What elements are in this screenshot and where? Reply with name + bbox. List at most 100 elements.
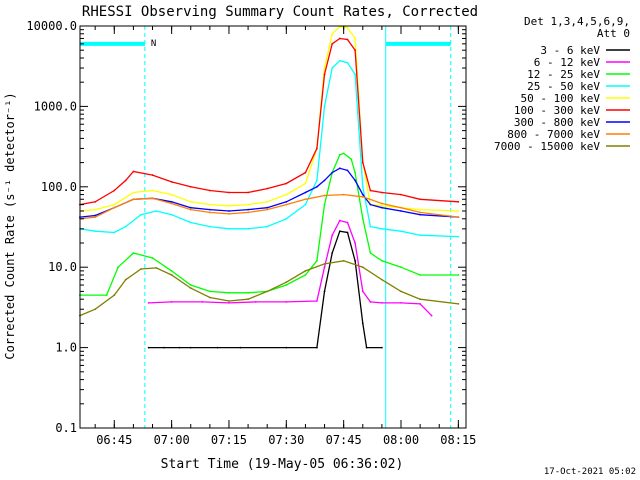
data-point-1-15	[400, 301, 402, 304]
data-point-1-1	[170, 301, 173, 303]
data-point-1-9	[338, 219, 341, 222]
data-point-5-23	[400, 193, 402, 196]
flag-marker-label: N	[151, 39, 156, 49]
data-point-8-10	[247, 298, 249, 301]
data-point-8-18	[400, 290, 402, 293]
data-point-2-13	[316, 259, 318, 262]
data-point-8-12	[285, 281, 288, 284]
data-point-1-2	[201, 301, 204, 303]
data-point-3-24	[419, 234, 422, 237]
y-tick-label-1: 1.0	[55, 341, 77, 355]
data-point-0-15	[380, 346, 383, 349]
data-point-7-8	[228, 213, 230, 215]
data-point-0-8	[323, 290, 326, 293]
data-point-5-12	[285, 182, 288, 185]
data-point-8-19	[419, 298, 422, 301]
data-point-4-9	[247, 203, 249, 206]
plot-area: N	[78, 25, 460, 428]
legend-label-4: 50 - 100 keV	[521, 92, 601, 105]
data-point-4-6	[189, 200, 192, 203]
data-point-1-16	[419, 302, 422, 305]
data-point-2-16	[338, 153, 341, 156]
data-point-4-3	[132, 191, 135, 194]
data-point-7-10	[266, 208, 269, 211]
data-point-1-8	[331, 234, 334, 237]
data-point-6-14	[323, 179, 326, 182]
data-point-4-5	[170, 193, 173, 196]
data-point-6-8	[228, 210, 230, 212]
data-point-5-13	[304, 171, 307, 174]
data-point-4-1	[94, 208, 97, 211]
data-point-5-16	[331, 42, 334, 45]
series-line-0	[148, 230, 382, 349]
data-point-6-13	[316, 185, 318, 188]
data-point-6-11	[285, 200, 288, 203]
data-point-5-10	[247, 191, 249, 194]
data-point-7-15	[361, 195, 364, 198]
data-point-3-9	[228, 227, 230, 230]
data-point-4-23	[419, 208, 422, 211]
data-point-0-0	[147, 346, 150, 349]
data-point-4-21	[380, 204, 383, 207]
data-point-4-11	[285, 193, 288, 196]
data-point-7-18	[419, 211, 422, 214]
data-point-3-20	[361, 185, 364, 188]
data-point-6-12	[304, 191, 307, 194]
data-point-4-10	[266, 200, 269, 203]
data-point-5-8	[208, 189, 211, 192]
data-point-7-16	[380, 202, 383, 205]
data-point-2-5	[170, 269, 173, 272]
x-tick-label-4: 07:45	[326, 433, 362, 447]
series-line-1	[148, 219, 433, 317]
data-point-4-14	[323, 67, 326, 69]
data-point-5-22	[380, 191, 383, 194]
legend-label-6: 300 - 800 keV	[514, 116, 600, 129]
data-point-0-11	[346, 231, 349, 234]
data-point-8-13	[304, 269, 307, 272]
data-point-3-3	[124, 225, 127, 228]
series-line-2	[79, 152, 459, 296]
data-point-3-11	[266, 225, 269, 228]
data-point-7-11	[285, 203, 288, 206]
data-point-3-1	[94, 230, 97, 233]
data-point-6-17	[346, 169, 349, 172]
data-point-6-7	[208, 208, 211, 211]
data-point-3-2	[113, 231, 116, 234]
data-point-3-22	[380, 227, 383, 230]
data-point-6-23	[419, 213, 422, 216]
data-point-4-15	[331, 32, 334, 35]
series-line-7	[79, 193, 459, 220]
series-line-5	[79, 37, 459, 206]
data-point-3-25	[457, 235, 460, 238]
data-point-6-5	[170, 200, 173, 203]
data-point-7-9	[247, 211, 249, 214]
data-point-5-19	[354, 49, 357, 52]
series-line-3	[79, 59, 459, 238]
data-point-3-13	[304, 203, 307, 206]
data-point-5-5	[151, 174, 154, 176]
data-point-1-4	[254, 301, 257, 303]
data-point-6-6	[189, 206, 192, 209]
data-point-0-5	[239, 346, 242, 349]
data-point-1-11	[354, 242, 357, 244]
data-point-3-8	[208, 225, 211, 228]
data-point-2-7	[208, 290, 211, 293]
data-point-7-13	[323, 194, 326, 197]
data-point-1-3	[228, 301, 230, 304]
data-point-1-6	[316, 300, 318, 302]
data-point-0-7	[316, 346, 318, 349]
data-point-3-18	[346, 61, 349, 64]
data-point-1-17	[430, 314, 433, 317]
data-point-5-24	[419, 198, 422, 201]
legend-label-0: 3 - 6 keV	[540, 44, 600, 57]
data-point-5-11	[266, 187, 269, 190]
data-point-2-17	[342, 152, 345, 155]
data-point-2-21	[369, 252, 372, 254]
data-point-4-12	[304, 182, 307, 185]
data-point-7-6	[189, 208, 192, 211]
y-tick-label-2: 10.0	[48, 260, 77, 274]
data-point-8-20	[457, 302, 460, 305]
y-tick-label-3: 100.0	[41, 180, 77, 194]
